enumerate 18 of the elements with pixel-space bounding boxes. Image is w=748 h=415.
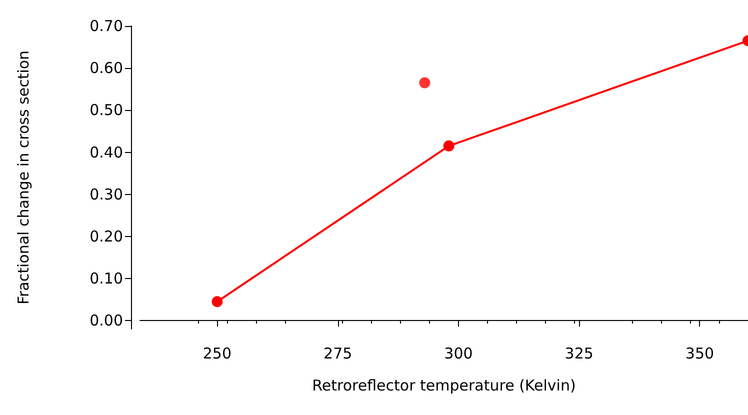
x-tick-label: 250 [202,344,232,362]
y-tick-label: 0.60 [90,59,123,78]
x-tick-label: 325 [564,344,594,362]
y-tick-label: 0.70 [90,17,123,35]
x-axis-title: Retroreflector temperature (Kelvin) [312,376,576,394]
point [443,140,454,152]
y-tick-label: 0.10 [90,270,123,288]
y-tick-label: 0.30 [90,185,123,204]
y-tick-label: 0.40 [90,143,123,162]
point [419,77,430,88]
y-tick-label: 0.50 [90,101,123,120]
y-axis-title: Fractional change in cross section [14,50,32,305]
y-tick-label: 0.20 [90,227,123,246]
y-tick-label: 0.00 [90,312,123,330]
x-tick-label: 350 [685,344,714,362]
x-tick-label: 275 [324,344,352,362]
x-tick-label: 300 [444,344,473,362]
point [212,296,223,308]
